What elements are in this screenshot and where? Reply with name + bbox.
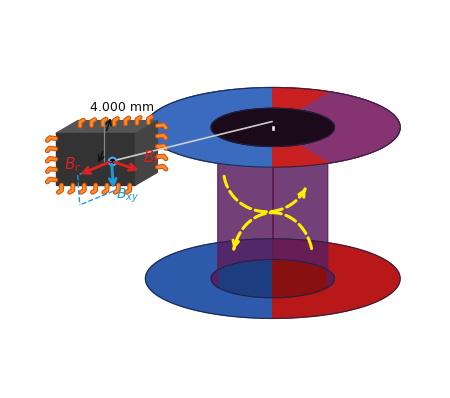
Polygon shape [135,121,157,185]
Polygon shape [273,108,334,298]
Polygon shape [211,108,334,287]
Text: 4.000 mm: 4.000 mm [90,101,154,115]
Polygon shape [145,88,273,318]
Text: $B_{xy}$: $B_{xy}$ [116,186,139,205]
Polygon shape [56,133,135,185]
Polygon shape [273,88,400,318]
Text: $B_t$: $B_t$ [143,148,160,167]
Polygon shape [273,88,400,167]
Text: $B_r$: $B_r$ [64,155,81,174]
Polygon shape [211,108,273,298]
Ellipse shape [211,108,334,146]
Polygon shape [56,121,158,133]
Polygon shape [301,92,400,163]
Polygon shape [145,88,273,167]
